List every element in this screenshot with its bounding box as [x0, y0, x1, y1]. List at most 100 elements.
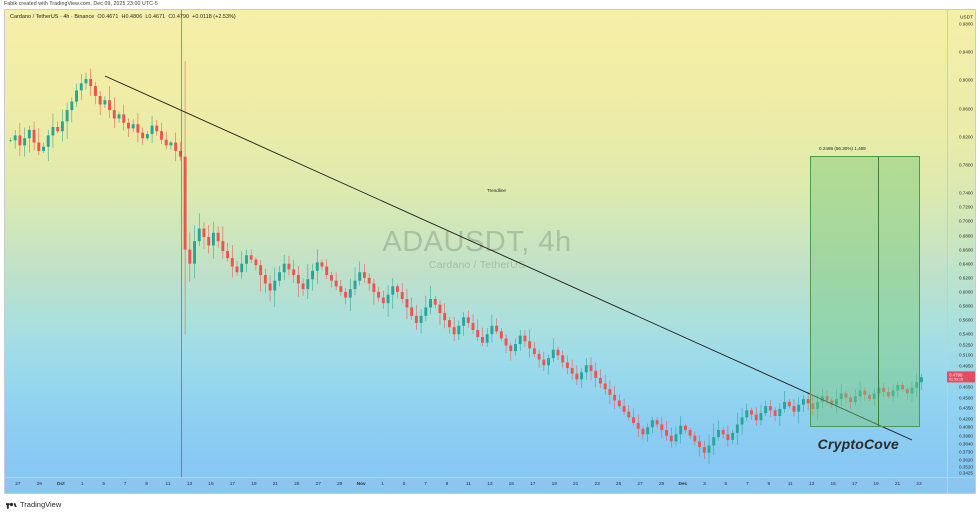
candle-body: [565, 362, 569, 369]
candle-body: [230, 258, 234, 267]
candle-body: [254, 259, 258, 266]
candle-body: [627, 411, 631, 418]
candle-body: [669, 435, 673, 442]
price-plot-area[interactable]: Cardano / TetherUS · 4h · Binance O0.467…: [5, 10, 949, 478]
time-tick-9: 9: [445, 482, 449, 487]
candle-body: [801, 399, 805, 405]
candle-body: [830, 400, 834, 405]
candle-body: [89, 79, 93, 87]
candle-body: [183, 156, 187, 250]
candle-body: [589, 365, 593, 371]
candle-body: [301, 283, 305, 290]
candle-body: [108, 100, 112, 111]
time-axis[interactable]: 27 29 Oct 1 5 7 9 11 13 15 17 19 21 25 27 29 Nov 1 5 7 9 11 13…: [5, 477, 949, 493]
candle-body: [42, 146, 45, 151]
long-position-box[interactable]: [810, 156, 920, 427]
candle-body: [849, 397, 853, 402]
candle-body: [226, 251, 230, 259]
time-tick-3: 3: [703, 482, 706, 487]
candle-body: [84, 79, 88, 84]
candle-body: [60, 121, 64, 132]
candle-body: [193, 241, 197, 264]
candle-body: [632, 417, 635, 424]
price-tick-0.3730: 0.3730: [958, 449, 973, 455]
candle-body: [235, 266, 239, 273]
candle-body: [348, 289, 352, 298]
candle-body: [391, 286, 395, 295]
candle-body: [429, 298, 433, 308]
candle-body: [853, 396, 857, 402]
position-box-divider: [877, 157, 879, 426]
candle-body: [396, 286, 399, 292]
price-tick-0.3425: 0.3425: [958, 470, 973, 476]
candle-body: [868, 394, 871, 400]
candle-body: [835, 399, 838, 405]
candle-body: [580, 372, 584, 380]
candle-body: [400, 291, 404, 299]
candle-body: [518, 335, 522, 345]
creation-credit: Fabik created with TradingView.com, Dec …: [4, 1, 158, 7]
candle-body: [858, 390, 862, 397]
candle-body: [688, 430, 692, 436]
candle-body: [306, 279, 310, 290]
candle-body: [537, 353, 541, 360]
candle-body: [532, 348, 536, 354]
time-tick-7: 7: [123, 482, 127, 487]
candle-body: [249, 255, 253, 260]
price-axis-header: USDT: [959, 15, 973, 21]
candle-body: [145, 134, 149, 139]
time-tick-1: 1: [80, 482, 84, 487]
price-tick-0.5800: 0.5800: [958, 303, 973, 309]
candle-body: [211, 232, 215, 246]
candle-body: [896, 384, 900, 391]
candle-body: [216, 232, 220, 242]
candle-body: [457, 325, 461, 335]
candle-body: [731, 432, 735, 440]
candle-body: [13, 135, 17, 141]
vertical-marker-line: [181, 10, 182, 478]
candle-body: [655, 420, 659, 425]
price-tick-0.9400: 0.9400: [958, 49, 973, 55]
time-tick-21: 21: [272, 482, 278, 487]
legend-change: +0.0118 (+2.53%): [192, 14, 236, 20]
time-tick-13: 13: [809, 482, 815, 487]
candle-body: [485, 334, 489, 343]
current-price-timer: 01:59:15: [949, 377, 963, 382]
footer-branding[interactable]: TradingView: [6, 500, 61, 509]
candle-body: [296, 275, 300, 284]
candle-body: [9, 140, 12, 142]
candle-body: [37, 142, 41, 151]
candle-body: [372, 283, 376, 292]
candle-body: [27, 129, 31, 139]
candle-body: [240, 263, 244, 273]
candle-body: [806, 399, 810, 404]
price-axis[interactable]: USDT 0.4790 01:59:15 0.9800 0.9400 0.9000 0…: [947, 10, 975, 478]
trendline-label: Trendline: [487, 188, 506, 193]
candle-body: [575, 373, 579, 380]
candle-body: [188, 249, 192, 264]
candle-body: [646, 427, 650, 435]
time-tick-15: 15: [830, 482, 836, 487]
candle-body: [344, 291, 348, 298]
candle-body: [381, 297, 385, 304]
chart-frame: Cardano / TetherUS · 4h · Binance O0.467…: [4, 9, 976, 494]
candle-body: [410, 307, 414, 316]
cryptocove-branding: CryptoCove: [817, 436, 899, 452]
candle-body: [514, 344, 517, 352]
time-tick-13: 13: [186, 482, 193, 487]
time-tick-7: 7: [424, 482, 427, 487]
axis-corner: [947, 477, 975, 493]
candle-body: [202, 228, 206, 237]
price-tick-0.7800: 0.7800: [958, 162, 973, 168]
candle-body: [811, 403, 815, 409]
time-tick-29: 29: [658, 482, 665, 487]
candle-body: [79, 83, 83, 91]
legend-symbol[interactable]: Cardano / TetherUS · 4h · Binance: [10, 14, 95, 20]
trendline-overlay[interactable]: [5, 10, 949, 478]
candle-body: [915, 382, 919, 388]
candle-body: [551, 349, 555, 359]
price-tick-0.4080: 0.4080: [958, 424, 973, 430]
candle-body: [471, 322, 475, 330]
candle-body: [443, 313, 447, 321]
